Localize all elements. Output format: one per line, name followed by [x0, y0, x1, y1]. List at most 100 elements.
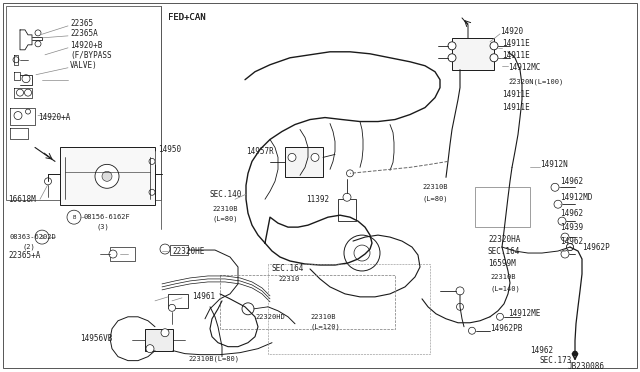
Circle shape [566, 244, 573, 250]
Circle shape [149, 189, 155, 195]
Text: 22310B(L=80): 22310B(L=80) [188, 355, 239, 362]
Bar [60, 147, 155, 205]
Text: 14920: 14920 [500, 28, 523, 36]
Circle shape [497, 313, 504, 320]
Text: 22310B: 22310B [490, 274, 515, 280]
Text: VALVE): VALVE) [70, 61, 98, 70]
Text: SEC.164: SEC.164 [272, 264, 305, 273]
Bar [452, 38, 494, 70]
Circle shape [168, 304, 175, 311]
Text: 14911E: 14911E [502, 103, 530, 112]
Text: 16599M: 16599M [488, 260, 516, 269]
Circle shape [45, 178, 51, 185]
Circle shape [311, 153, 319, 161]
Text: (L=120): (L=120) [310, 324, 340, 330]
Circle shape [490, 42, 498, 50]
Circle shape [35, 41, 41, 47]
Circle shape [146, 345, 154, 353]
Circle shape [288, 153, 296, 161]
Text: 14962P: 14962P [582, 243, 610, 251]
Text: 14961: 14961 [192, 292, 215, 301]
Text: 22310B: 22310B [212, 206, 237, 212]
Circle shape [242, 303, 254, 315]
Text: (F/BYPASS: (F/BYPASS [70, 51, 111, 60]
Circle shape [14, 112, 22, 119]
Circle shape [346, 170, 353, 177]
Text: 14962PB: 14962PB [490, 324, 522, 333]
Text: 22320HA: 22320HA [488, 235, 520, 244]
Text: 14912N: 14912N [540, 160, 568, 169]
Text: JB230086: JB230086 [568, 362, 605, 371]
Circle shape [35, 30, 41, 36]
Circle shape [566, 244, 573, 250]
Circle shape [490, 54, 498, 62]
Text: B: B [72, 215, 76, 220]
Bar [168, 294, 188, 308]
Circle shape [561, 250, 569, 258]
Bar [338, 199, 356, 221]
Circle shape [448, 54, 456, 62]
Text: 22320HD: 22320HD [255, 314, 285, 320]
Circle shape [554, 200, 562, 208]
Circle shape [35, 230, 49, 244]
Circle shape [561, 233, 569, 241]
Circle shape [456, 303, 463, 310]
Text: 22310: 22310 [278, 276, 300, 282]
Text: 22310B: 22310B [422, 184, 447, 190]
Circle shape [67, 210, 81, 224]
Text: FED+CAN: FED+CAN [168, 13, 205, 22]
Circle shape [17, 89, 24, 96]
Text: 14962: 14962 [560, 177, 583, 186]
Circle shape [448, 42, 456, 50]
Circle shape [26, 109, 31, 114]
Circle shape [161, 329, 169, 337]
Circle shape [344, 235, 380, 271]
Text: 22365: 22365 [70, 19, 93, 28]
Text: (L=80): (L=80) [212, 216, 237, 222]
Circle shape [343, 193, 351, 201]
Text: 22310B: 22310B [310, 314, 335, 320]
Text: 08363-6202D: 08363-6202D [10, 234, 57, 240]
Circle shape [551, 183, 559, 191]
Circle shape [456, 287, 464, 295]
Circle shape [13, 57, 19, 63]
Text: (3): (3) [96, 224, 109, 230]
Circle shape [468, 327, 476, 334]
Text: (L=140): (L=140) [490, 286, 520, 292]
Circle shape [572, 351, 578, 357]
Text: SEC.173: SEC.173 [540, 356, 572, 365]
Text: 22365+A: 22365+A [8, 250, 40, 260]
Text: 14912MD: 14912MD [560, 193, 593, 202]
Text: 14911E: 14911E [502, 90, 530, 99]
Text: 22320HE: 22320HE [172, 247, 204, 256]
Text: 08156-6162F: 08156-6162F [84, 214, 131, 220]
Text: 14920+A: 14920+A [38, 113, 70, 122]
Text: 22365A: 22365A [70, 29, 98, 38]
Circle shape [160, 244, 170, 254]
Circle shape [95, 164, 119, 188]
Bar [145, 329, 173, 351]
Circle shape [558, 217, 566, 225]
Text: 14911E: 14911E [502, 39, 530, 48]
Circle shape [22, 75, 30, 83]
Bar [110, 247, 135, 261]
Text: S: S [40, 235, 44, 240]
Text: 14939: 14939 [560, 222, 583, 232]
Bar [170, 245, 188, 255]
Text: FED+CAN: FED+CAN [168, 13, 205, 22]
Text: SEC.140: SEC.140 [210, 190, 243, 199]
Circle shape [149, 158, 155, 164]
Text: 14962: 14962 [560, 209, 583, 218]
Text: 11392: 11392 [306, 195, 329, 204]
Text: SEC.164: SEC.164 [488, 247, 520, 256]
Text: 14911E: 14911E [502, 51, 530, 60]
Text: (2): (2) [22, 244, 35, 250]
Bar [475, 187, 530, 227]
Text: (L=80): (L=80) [422, 196, 447, 202]
Circle shape [24, 89, 31, 96]
Text: 16618M: 16618M [8, 195, 36, 204]
Text: 22320N(L=100): 22320N(L=100) [508, 78, 563, 85]
Text: 14962: 14962 [530, 346, 553, 355]
Bar [285, 147, 323, 177]
Text: 14912ME: 14912ME [508, 309, 540, 318]
